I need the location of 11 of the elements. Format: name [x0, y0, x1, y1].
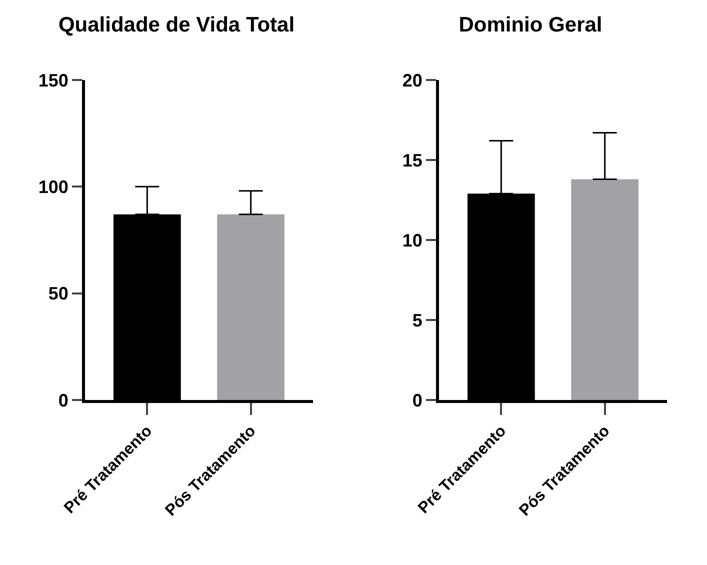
chart-title: Qualidade de Vida Total: [58, 14, 295, 37]
y-tick-label: 5: [412, 310, 422, 330]
y-tick-label: 0: [412, 390, 422, 410]
y-tick-label: 0: [58, 390, 68, 410]
y-tick-label: 10: [402, 230, 422, 250]
y-tick-label: 20: [402, 70, 422, 90]
y-tick-label: 100: [38, 176, 68, 197]
y-tick-label: 50: [48, 284, 68, 304]
y-tick-label: 150: [38, 70, 68, 90]
chart-title: Dominio Geral: [458, 14, 602, 37]
y-tick-label: 15: [402, 150, 422, 170]
